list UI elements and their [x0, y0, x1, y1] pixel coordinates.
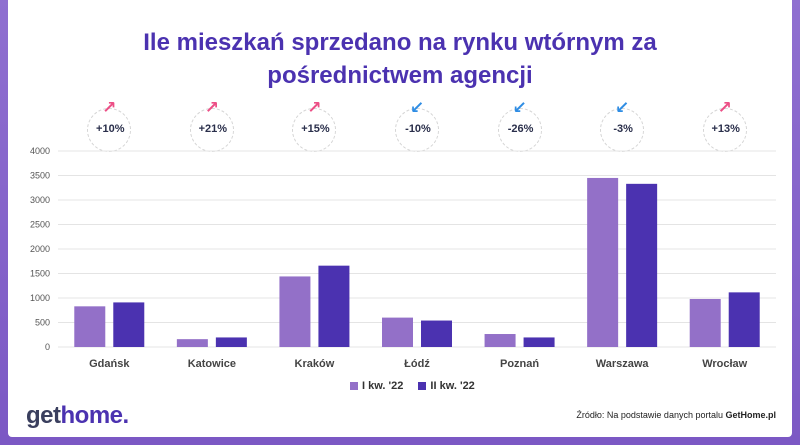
arrow-up-right-icon: ↗: [102, 98, 117, 117]
y-tick-label: 1500: [30, 269, 50, 279]
legend-item-q2: II kw. '22: [418, 380, 475, 392]
x-tick-label: Warszawa: [596, 358, 650, 370]
y-tick-label: 500: [35, 318, 50, 328]
arrow-down-left-icon: ↙: [409, 98, 425, 117]
chart-title: Ile mieszkań sprzedano na rynku wtórnym …: [0, 26, 800, 92]
bar-q1: [176, 339, 208, 347]
bar-q2: [523, 337, 555, 347]
bar-q1: [74, 306, 106, 347]
y-tick-label: 1000: [30, 293, 50, 303]
title-line-1: Ile mieszkań sprzedano na rynku wtórnym …: [143, 29, 657, 56]
logo-home: home.: [60, 402, 130, 429]
bar-q1: [484, 334, 516, 347]
bar-q1: [587, 177, 619, 347]
infographic-card: [8, 0, 792, 437]
legend-label-q2: II kw. '22: [430, 380, 475, 392]
bar-q2: [728, 292, 760, 347]
arrow-up-right-icon: ↗: [307, 98, 322, 117]
title-line-2: pośrednictwem agencji: [267, 62, 533, 89]
logo-get: get: [26, 402, 61, 429]
change-percent: +13%: [711, 123, 740, 135]
y-tick-label: 2000: [30, 244, 50, 254]
y-tick-label: 4000: [30, 146, 50, 156]
change-percent: +10%: [96, 123, 125, 135]
source-prefix: Źródło: Na podstawie danych portalu: [576, 410, 726, 420]
y-tick-label: 2500: [30, 220, 50, 230]
arrow-up-right-icon: ↗: [204, 98, 219, 117]
legend-swatch-q1: [350, 382, 358, 390]
bar-q1: [382, 317, 413, 347]
bar-q2: [318, 265, 350, 347]
change-percent: +21%: [198, 123, 228, 135]
change-percent: -26%: [507, 123, 534, 135]
arrow-up-right-icon: ↗: [717, 98, 732, 117]
legend-swatch-q2: [418, 382, 427, 390]
x-tick-label: Katowice: [188, 358, 236, 370]
change-percent: -3%: [613, 123, 633, 135]
legend-label-q1: I kw. '22: [362, 380, 404, 392]
bar-q2: [421, 320, 452, 347]
change-percent: +15%: [301, 123, 330, 135]
x-tick-label: Wrocław: [702, 358, 747, 370]
x-tick-label: Kraków: [295, 358, 335, 370]
arrow-down-left-icon: ↙: [512, 98, 527, 117]
change-percent: -10%: [405, 123, 431, 135]
y-tick-label: 0: [45, 342, 50, 352]
legend: I kw. '22 II kw. '22: [350, 380, 487, 392]
y-tick-label: 3500: [30, 171, 50, 181]
gethome-logo: gethome.: [26, 402, 129, 430]
bar-q1: [689, 298, 721, 347]
bar-q2: [113, 302, 145, 347]
source-note: Źródło: Na podstawie danych portalu GetH…: [576, 410, 776, 420]
change-badge: ↗ +21%: [189, 99, 234, 152]
x-tick-label: Łódź: [404, 358, 430, 370]
bar-q1: [279, 276, 311, 347]
bar-q2: [626, 183, 658, 347]
change-badge: ↗ +15%: [292, 99, 337, 152]
x-tick-label: Poznań: [500, 358, 539, 370]
change-badge: ↙ -10%: [395, 99, 439, 152]
y-tick-label: 3000: [30, 195, 50, 205]
bar-q2: [215, 337, 247, 347]
source-brand: GetHome.pl: [725, 410, 776, 420]
x-tick-label: Gdańsk: [89, 358, 130, 370]
arrow-down-left-icon: ↙: [615, 98, 630, 117]
legend-item-q1: I kw. '22: [350, 380, 403, 392]
